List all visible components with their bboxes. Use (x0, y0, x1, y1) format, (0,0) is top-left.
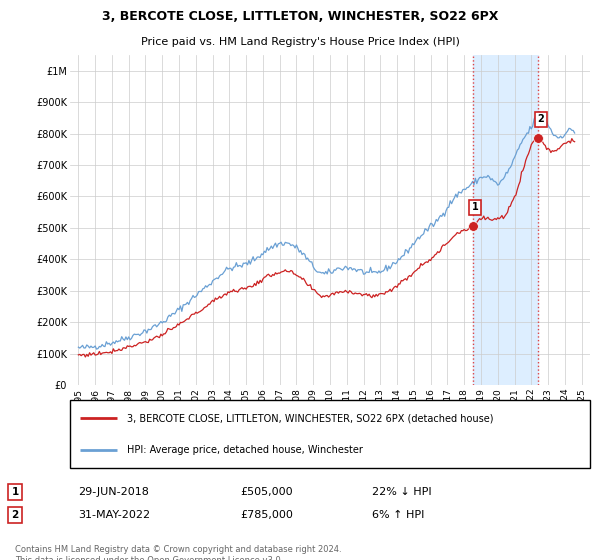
Bar (473, 55, 538, 385)
Text: 29-JUN-2018: 29-JUN-2018 (78, 487, 149, 497)
Text: Contains HM Land Registry data © Crown copyright and database right 2024.
This d: Contains HM Land Registry data © Crown c… (15, 545, 341, 560)
Text: 3, BERCOTE CLOSE, LITTLETON, WINCHESTER, SO22 6PX: 3, BERCOTE CLOSE, LITTLETON, WINCHESTER,… (102, 10, 498, 23)
Text: 22% ↓ HPI: 22% ↓ HPI (372, 487, 431, 497)
Text: 1: 1 (472, 202, 478, 212)
Text: HPI: Average price, detached house, Winchester: HPI: Average price, detached house, Winc… (127, 445, 363, 455)
Text: 31-MAY-2022: 31-MAY-2022 (78, 510, 150, 520)
Text: 2: 2 (538, 114, 544, 124)
Text: 3, BERCOTE CLOSE, LITTLETON, WINCHESTER, SO22 6PX (detached house): 3, BERCOTE CLOSE, LITTLETON, WINCHESTER,… (127, 413, 494, 423)
Text: 2: 2 (11, 510, 19, 520)
Text: 1: 1 (11, 487, 19, 497)
Text: Price paid vs. HM Land Registry's House Price Index (HPI): Price paid vs. HM Land Registry's House … (140, 38, 460, 48)
Text: 6% ↑ HPI: 6% ↑ HPI (372, 510, 424, 520)
Text: £505,000: £505,000 (240, 487, 293, 497)
Text: £785,000: £785,000 (240, 510, 293, 520)
